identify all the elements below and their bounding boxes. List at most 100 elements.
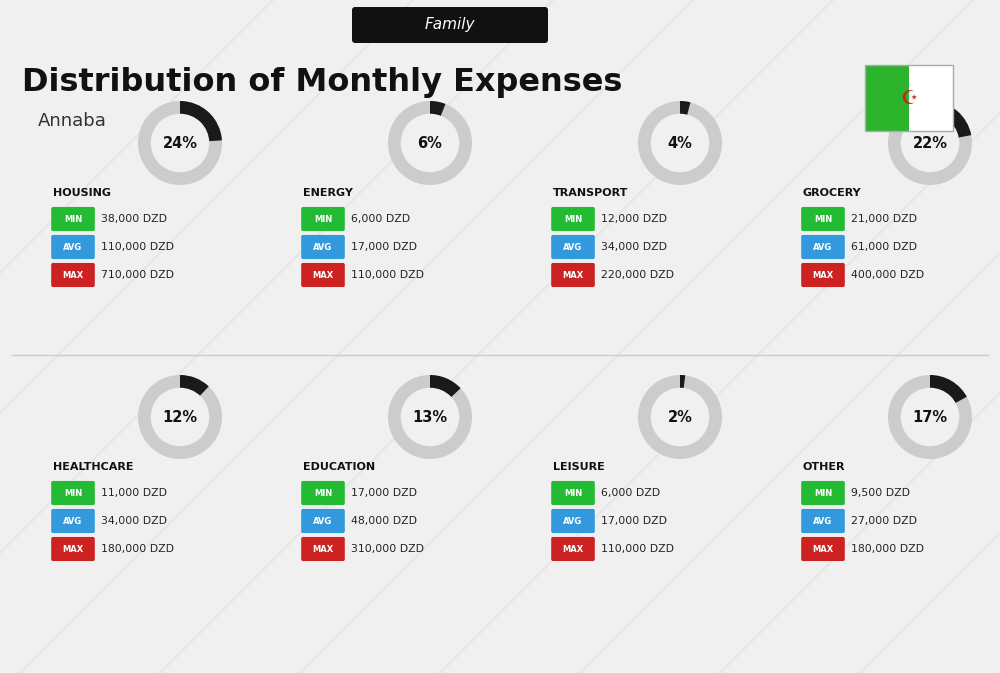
Text: MAX: MAX <box>812 544 834 553</box>
Wedge shape <box>180 101 222 141</box>
Circle shape <box>401 388 459 446</box>
FancyBboxPatch shape <box>301 481 345 505</box>
FancyBboxPatch shape <box>51 235 95 259</box>
FancyBboxPatch shape <box>51 263 95 287</box>
Text: 110,000 DZD: 110,000 DZD <box>101 242 174 252</box>
FancyBboxPatch shape <box>51 509 95 533</box>
Text: MAX: MAX <box>62 271 84 279</box>
Text: MIN: MIN <box>814 489 832 497</box>
FancyBboxPatch shape <box>865 65 909 131</box>
Text: 110,000 DZD: 110,000 DZD <box>351 270 424 280</box>
Text: 310,000 DZD: 310,000 DZD <box>351 544 424 554</box>
Text: OTHER: OTHER <box>803 462 845 472</box>
FancyBboxPatch shape <box>301 235 345 259</box>
FancyBboxPatch shape <box>801 263 845 287</box>
Text: 6%: 6% <box>418 135 442 151</box>
Text: 180,000 DZD: 180,000 DZD <box>101 544 174 554</box>
Text: 34,000 DZD: 34,000 DZD <box>601 242 667 252</box>
Text: MAX: MAX <box>562 544 584 553</box>
Circle shape <box>151 388 209 446</box>
Text: 710,000 DZD: 710,000 DZD <box>101 270 174 280</box>
Text: 34,000 DZD: 34,000 DZD <box>101 516 167 526</box>
Text: ENERGY: ENERGY <box>303 188 353 198</box>
Circle shape <box>651 114 709 172</box>
Text: 61,000 DZD: 61,000 DZD <box>851 242 917 252</box>
Text: TRANSPORT: TRANSPORT <box>553 188 628 198</box>
Wedge shape <box>638 375 722 459</box>
FancyBboxPatch shape <box>51 481 95 505</box>
FancyBboxPatch shape <box>551 207 595 231</box>
FancyBboxPatch shape <box>551 263 595 287</box>
Text: 48,000 DZD: 48,000 DZD <box>351 516 417 526</box>
Text: 24%: 24% <box>162 135 198 151</box>
Wedge shape <box>888 101 972 185</box>
Text: 17,000 DZD: 17,000 DZD <box>351 488 417 498</box>
Text: MAX: MAX <box>62 544 84 553</box>
Text: AVG: AVG <box>63 516 83 526</box>
Text: AVG: AVG <box>813 242 833 252</box>
Wedge shape <box>888 375 972 459</box>
Wedge shape <box>430 101 445 116</box>
Circle shape <box>151 114 209 172</box>
Text: 180,000 DZD: 180,000 DZD <box>851 544 924 554</box>
Wedge shape <box>680 101 690 115</box>
Circle shape <box>901 388 959 446</box>
Text: 220,000 DZD: 220,000 DZD <box>601 270 674 280</box>
Text: MIN: MIN <box>564 489 582 497</box>
Text: MAX: MAX <box>312 271 334 279</box>
Text: 13%: 13% <box>412 409 448 425</box>
FancyBboxPatch shape <box>909 65 953 131</box>
Text: HEALTHCARE: HEALTHCARE <box>53 462 134 472</box>
Text: 9,500 DZD: 9,500 DZD <box>851 488 910 498</box>
Wedge shape <box>930 101 971 138</box>
Wedge shape <box>638 101 722 185</box>
FancyBboxPatch shape <box>801 481 845 505</box>
Text: MIN: MIN <box>64 215 82 223</box>
Text: AVG: AVG <box>563 242 583 252</box>
FancyBboxPatch shape <box>301 263 345 287</box>
Circle shape <box>651 388 709 446</box>
Text: MIN: MIN <box>314 489 332 497</box>
FancyBboxPatch shape <box>801 235 845 259</box>
Text: MAX: MAX <box>812 271 834 279</box>
Text: 17%: 17% <box>912 409 948 425</box>
Wedge shape <box>388 101 472 185</box>
FancyBboxPatch shape <box>301 509 345 533</box>
Text: LEISURE: LEISURE <box>553 462 605 472</box>
Text: EDUCATION: EDUCATION <box>303 462 375 472</box>
Text: 6,000 DZD: 6,000 DZD <box>601 488 660 498</box>
Wedge shape <box>430 375 461 398</box>
Wedge shape <box>388 375 472 459</box>
Text: AVG: AVG <box>813 516 833 526</box>
Wedge shape <box>930 375 967 403</box>
FancyBboxPatch shape <box>51 207 95 231</box>
FancyBboxPatch shape <box>352 7 548 43</box>
Text: 6,000 DZD: 6,000 DZD <box>351 214 410 224</box>
FancyBboxPatch shape <box>51 537 95 561</box>
Text: 21,000 DZD: 21,000 DZD <box>851 214 917 224</box>
Text: ☪: ☪ <box>900 89 918 108</box>
FancyBboxPatch shape <box>301 537 345 561</box>
Text: AVG: AVG <box>313 242 333 252</box>
FancyBboxPatch shape <box>551 537 595 561</box>
Text: AVG: AVG <box>313 516 333 526</box>
Text: Distribution of Monthly Expenses: Distribution of Monthly Expenses <box>22 67 622 98</box>
Circle shape <box>401 114 459 172</box>
Text: 110,000 DZD: 110,000 DZD <box>601 544 674 554</box>
Text: 27,000 DZD: 27,000 DZD <box>851 516 917 526</box>
FancyBboxPatch shape <box>801 207 845 231</box>
Wedge shape <box>138 375 222 459</box>
Text: MAX: MAX <box>312 544 334 553</box>
Text: 38,000 DZD: 38,000 DZD <box>101 214 167 224</box>
Text: Family: Family <box>425 17 475 32</box>
Text: MAX: MAX <box>562 271 584 279</box>
Text: MIN: MIN <box>814 215 832 223</box>
Circle shape <box>901 114 959 172</box>
Text: MIN: MIN <box>314 215 332 223</box>
Text: 2%: 2% <box>668 409 692 425</box>
FancyBboxPatch shape <box>551 509 595 533</box>
Text: MIN: MIN <box>564 215 582 223</box>
Text: 12,000 DZD: 12,000 DZD <box>601 214 667 224</box>
Text: 4%: 4% <box>668 135 692 151</box>
Text: 11,000 DZD: 11,000 DZD <box>101 488 167 498</box>
